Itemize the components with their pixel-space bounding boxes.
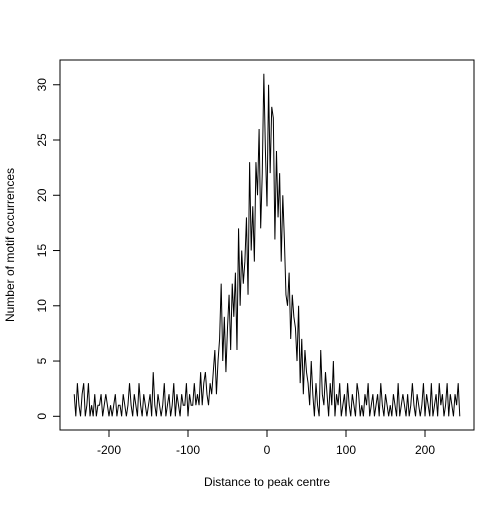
x-tick-label: -200 xyxy=(97,443,121,457)
y-tick-label: 25 xyxy=(35,133,49,147)
y-tick-label: 5 xyxy=(35,357,49,364)
data-line xyxy=(73,73,461,417)
y-tick-label: 15 xyxy=(35,244,49,258)
y-axis-label: Number of motif occurrences xyxy=(3,168,17,322)
x-tick-label: -100 xyxy=(176,443,200,457)
y-tick-label: 20 xyxy=(35,188,49,202)
x-tick-label: 100 xyxy=(336,443,356,457)
y-tick-label: 30 xyxy=(35,78,49,92)
x-tick-label: 0 xyxy=(264,443,271,457)
y-tick-label: 0 xyxy=(35,413,49,420)
y-tick-label: 10 xyxy=(35,299,49,313)
x-tick-label: 200 xyxy=(415,443,435,457)
plot-box xyxy=(59,59,475,431)
x-axis-label: Distance to peak centre xyxy=(204,475,330,489)
